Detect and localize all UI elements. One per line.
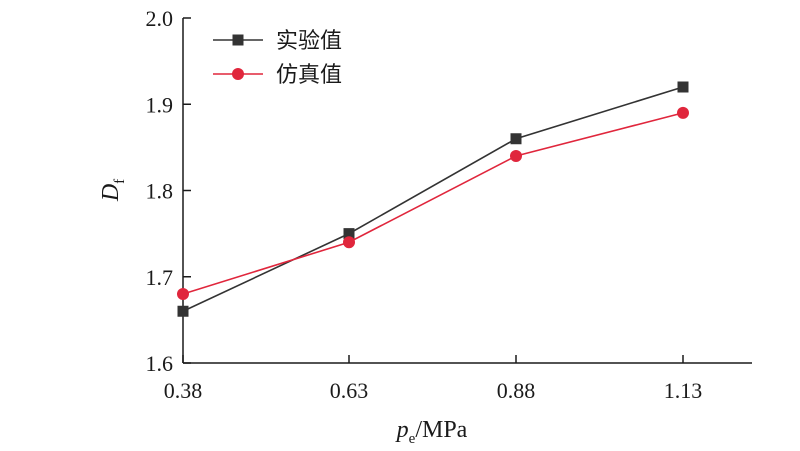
legend-marker	[232, 34, 244, 46]
y-tick-label: 1.9	[146, 92, 174, 117]
data-point	[343, 236, 355, 249]
x-tick-label: 1.13	[664, 378, 703, 403]
series-line	[182, 86, 684, 312]
y-tick-label: 1.7	[146, 265, 174, 290]
legend-item: 仿真值	[213, 63, 342, 88]
data-point	[677, 106, 689, 119]
legend-label: 实验值	[276, 29, 342, 54]
y-axis-label: Df	[98, 179, 128, 202]
x-axis-label: pe/MPa	[395, 417, 468, 447]
data-point	[510, 150, 522, 162]
data-point	[510, 133, 522, 145]
series-1	[177, 81, 689, 317]
data-point	[677, 81, 689, 93]
x-tick-label: 0.38	[164, 378, 203, 403]
y-ticks: 1.6 1.7 1.8 1.9 2.0	[146, 6, 191, 376]
data-point	[177, 288, 189, 300]
data-point	[177, 305, 189, 317]
series-line	[182, 112, 684, 295]
legend-marker	[232, 68, 244, 80]
series-2	[177, 106, 689, 300]
x-ticks: 0.38 0.63 0.88 1.13	[164, 355, 703, 403]
data-point	[343, 228, 355, 240]
y-tick-label: 2.0	[146, 6, 174, 31]
legend-label: 仿真值	[276, 63, 342, 88]
x-tick-label: 0.88	[497, 378, 536, 403]
series-layer	[177, 81, 689, 317]
axes	[182, 18, 752, 364]
y-tick-label: 1.6	[146, 351, 174, 376]
legend-item: 实验值	[213, 29, 342, 54]
x-tick-label: 0.63	[330, 378, 369, 403]
y-tick-label: 1.8	[146, 179, 174, 204]
